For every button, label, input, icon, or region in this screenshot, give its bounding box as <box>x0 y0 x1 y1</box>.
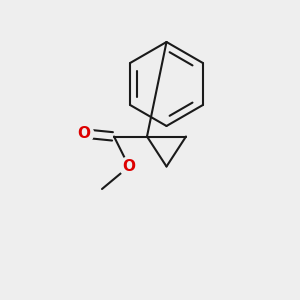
Text: O: O <box>77 126 91 141</box>
Text: O: O <box>122 159 136 174</box>
Circle shape <box>74 124 94 143</box>
Circle shape <box>119 157 139 176</box>
